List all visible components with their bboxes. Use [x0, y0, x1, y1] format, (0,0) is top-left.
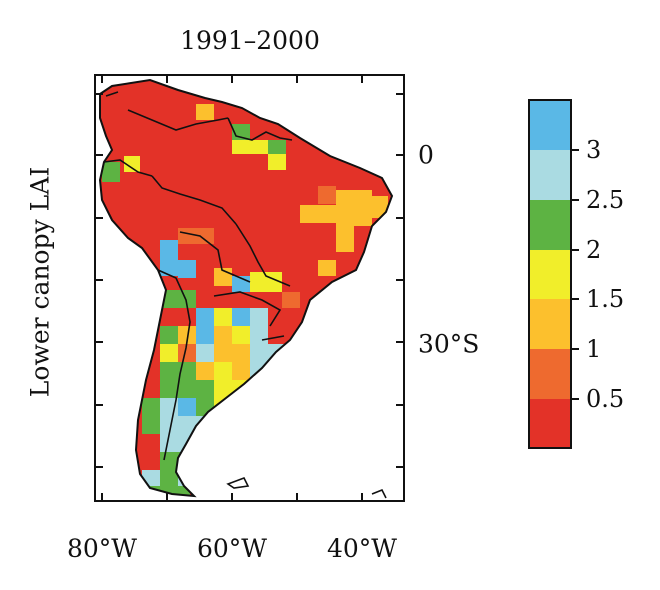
lai-cell: [196, 104, 214, 120]
lai-cell: [178, 290, 196, 308]
lai-cell: [196, 380, 214, 398]
lai-cell: [178, 380, 196, 398]
colorbar-segment: [529, 200, 571, 250]
lai-cell: [232, 380, 250, 398]
lai-cell: [196, 344, 214, 362]
lai-cell: [214, 380, 232, 398]
colorbar-label: 2.5: [586, 186, 625, 214]
colorbar-segment: [529, 250, 571, 299]
lai-cell: [178, 416, 196, 434]
colorbar-segment: [529, 100, 571, 150]
x-tick-label-80w: 80°W: [66, 534, 138, 563]
lai-cell: [196, 398, 214, 416]
colorbar: [528, 99, 579, 449]
lai-cell: [160, 470, 178, 488]
lai-cell: [178, 326, 196, 344]
colorbar-segment: [529, 150, 571, 200]
lai-field: [100, 80, 392, 496]
lai-cell: [250, 308, 268, 326]
lai-cell: [160, 416, 178, 434]
border-line: [127, 109, 229, 131]
border-line: [103, 159, 153, 177]
lai-cell: [102, 162, 120, 182]
border-line: [227, 117, 293, 141]
lai-cell: [160, 344, 178, 362]
lai-cell: [214, 326, 232, 344]
lai-cell: [232, 344, 250, 362]
caribbean-coast: [105, 91, 119, 97]
lai-cell: [318, 260, 336, 276]
lai-cell: [282, 292, 300, 308]
lai-cell: [336, 208, 372, 226]
lai-cell: [268, 154, 286, 170]
lai-cell: [160, 240, 178, 276]
border-line: [179, 231, 251, 283]
lai-cell: [336, 226, 354, 252]
lai-cell: [268, 140, 286, 154]
map-frame: [94, 74, 405, 502]
lai-cell: [178, 398, 196, 416]
lai-cell: [196, 416, 214, 434]
lai-cell: [232, 362, 250, 380]
lai-cell: [336, 190, 354, 208]
map-title: 1991–2000: [180, 26, 320, 55]
lai-cell: [142, 452, 160, 470]
lai-cell: [142, 380, 160, 398]
lai-cell: [160, 452, 178, 470]
colorbar-segment: [529, 349, 571, 399]
x-tick-label-40w: 40°W: [326, 534, 398, 563]
lai-cell: [214, 308, 232, 326]
lai-cell: [214, 362, 232, 380]
lai-cell: [250, 326, 268, 344]
lai-cell: [142, 398, 160, 416]
lai-cell: [196, 362, 214, 380]
y-tick-label-30s: 30°S: [418, 329, 480, 359]
lai-cell: [142, 416, 160, 434]
lai-cell: [160, 326, 178, 344]
lai-cell: [178, 344, 196, 362]
border-line: [235, 223, 291, 287]
lai-cell: [232, 326, 250, 344]
lai-cell: [124, 156, 140, 172]
lai-cell: [196, 308, 214, 326]
lai-cell: [318, 205, 336, 223]
colorbar-segment: [529, 299, 571, 349]
colorbar-label: 0.5: [586, 385, 625, 413]
coastlines: [99, 79, 393, 499]
lai-cell: [232, 140, 268, 154]
lai-cell: [318, 186, 336, 204]
border-line: [151, 175, 237, 225]
lai-cell: [232, 308, 250, 326]
lai-cell: [196, 326, 214, 344]
lai-cell: [196, 228, 214, 244]
lai-cell: [160, 362, 178, 380]
lai-cell: [160, 434, 178, 452]
lai-cell: [354, 190, 372, 208]
colorbar-label: 3: [586, 136, 602, 164]
lai-cell: [250, 344, 268, 362]
lai-cell: [214, 344, 232, 362]
lai-cell: [150, 486, 190, 496]
lai-cell: [160, 380, 178, 398]
colorbar-label: 2: [586, 236, 602, 264]
x-tick-label-60w: 60°W: [196, 534, 268, 563]
lai-cell: [300, 205, 318, 223]
lai-cell: [178, 228, 196, 244]
colorbar-label: 1.5: [586, 285, 625, 313]
south-georgia: [371, 488, 387, 499]
axis-ticks: [95, 75, 404, 501]
y-tick-label-equator: 0: [418, 140, 434, 170]
border-line: [157, 269, 191, 461]
colorbar-frame: [528, 99, 572, 449]
colorbar-segment: [529, 399, 571, 448]
border-line: [261, 335, 285, 341]
lai-cell: [250, 272, 282, 292]
lai-cell: [178, 260, 196, 278]
colorbar-label: 1: [586, 335, 602, 363]
lai-cell: [142, 434, 160, 452]
falkland-islands: [226, 476, 250, 489]
border-line: [213, 291, 282, 327]
lai-cell: [372, 196, 388, 218]
